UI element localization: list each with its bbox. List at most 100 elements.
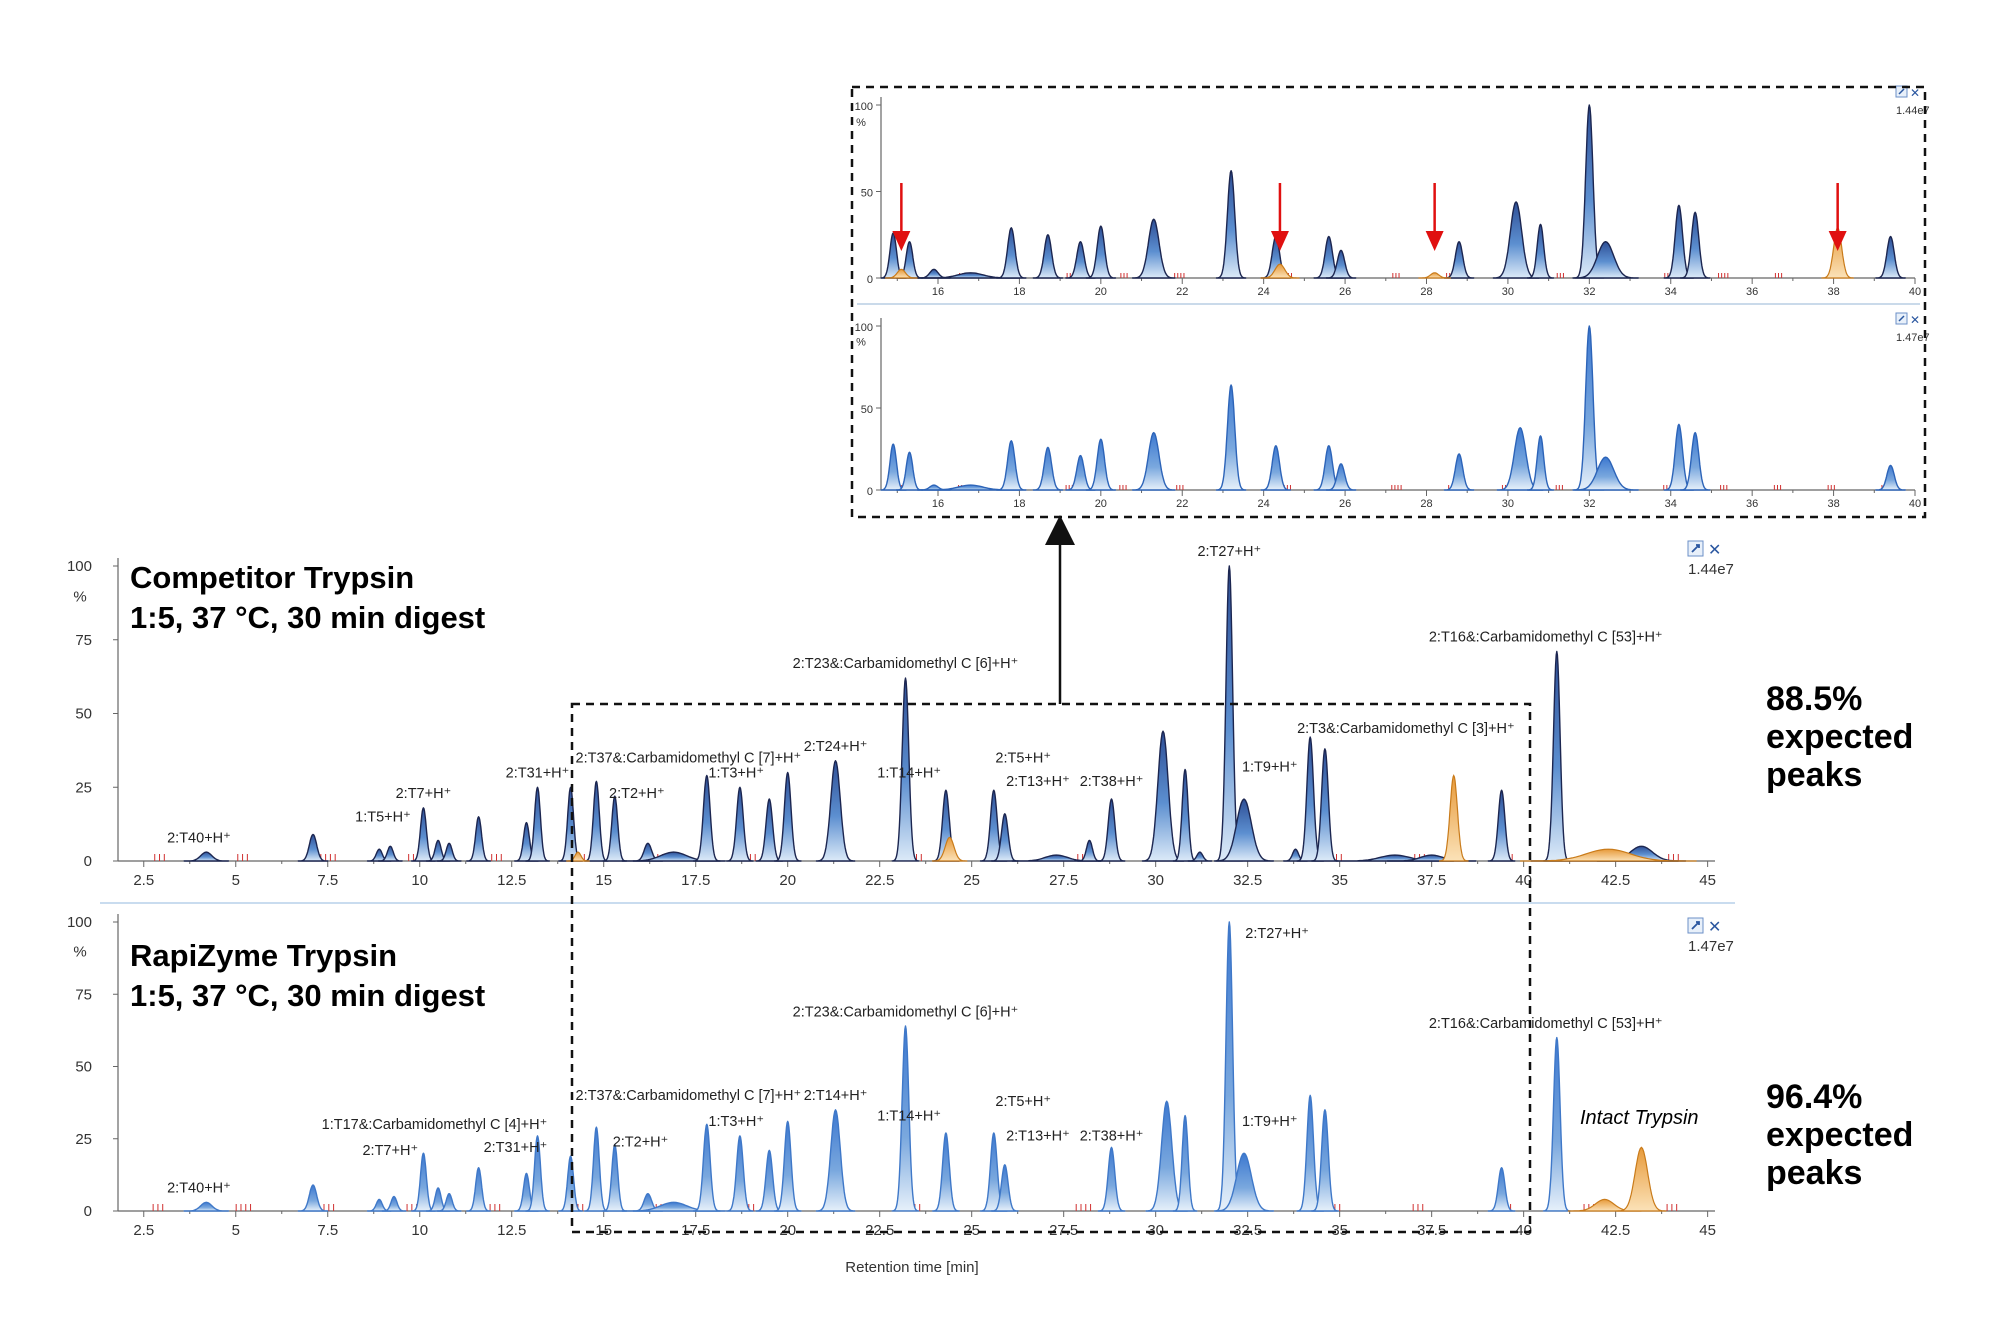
chromatogram-peak bbox=[1131, 218, 1176, 279]
x-tick-label: 18 bbox=[1013, 498, 1025, 510]
zoom2-pin-icon[interactable] bbox=[1895, 312, 1908, 325]
chromatogram-peak bbox=[1065, 241, 1096, 279]
chromatogram-peak bbox=[1443, 453, 1475, 491]
chromatogram-peak bbox=[1172, 1114, 1198, 1212]
x-tick-label: 10 bbox=[411, 1222, 428, 1239]
rapizyme-main-chart: RapiZyme Trypsin 1:5, 37 °C, 30 min dige… bbox=[67, 914, 1913, 1276]
peak-label: 2:T7+H⁺ bbox=[396, 786, 452, 802]
x-tick-label: 30 bbox=[1147, 1222, 1164, 1239]
chromatogram-peak bbox=[990, 1164, 1019, 1212]
chromatogram-peak bbox=[297, 1184, 329, 1212]
competitor-trace-peak bbox=[1418, 272, 1451, 279]
chromatogram-peak bbox=[1172, 768, 1198, 862]
chromatogram-peak bbox=[377, 845, 403, 862]
chromatogram-peak bbox=[755, 798, 784, 862]
x-tick-label: 34 bbox=[1665, 498, 1677, 510]
peak-label: 1:T9+H⁺ bbox=[1242, 1114, 1298, 1130]
competitor-trace-peak bbox=[1438, 774, 1469, 862]
rapizyme-title-line2: 1:5, 37 °C, 30 min digest bbox=[130, 978, 485, 1013]
chromatogram-peak bbox=[1679, 211, 1711, 279]
red-arrow-head bbox=[1828, 231, 1847, 251]
x-tick-label: 25 bbox=[963, 1222, 980, 1239]
x-tick-label: 5 bbox=[232, 1222, 240, 1239]
competitor-pin-icon[interactable] bbox=[1687, 540, 1704, 557]
pin-icon bbox=[1898, 88, 1905, 95]
peak-label: 1:T17&:Carbamidomethyl C [4]+H⁺ bbox=[322, 1117, 548, 1133]
zoom2-close-icon[interactable]: ✕ bbox=[1910, 313, 1920, 327]
chromatogram-peak bbox=[1325, 249, 1357, 279]
chromatogram-peak bbox=[1679, 431, 1711, 491]
x-tick-label: 40 bbox=[1909, 286, 1921, 298]
x-tick-label: 7.5 bbox=[317, 1222, 338, 1239]
chromatogram-peak bbox=[692, 774, 721, 862]
x-tick-label: 30 bbox=[1502, 286, 1514, 298]
x-tick-label: 40 bbox=[1515, 872, 1532, 889]
competitor-trace-peak bbox=[932, 836, 968, 862]
x-tick-label: 32 bbox=[1583, 286, 1595, 298]
zoom1-intensity: 1.44e7 bbox=[1896, 105, 1930, 117]
y-tick-label: 50 bbox=[861, 404, 873, 416]
peak-label: 2:T23&:Carbamidomethyl C [6]+H⁺ bbox=[793, 656, 1019, 672]
chromatogram-peak bbox=[436, 1193, 462, 1212]
chromatogram-peak bbox=[755, 1149, 784, 1212]
chromatogram-peak bbox=[1311, 748, 1339, 862]
y-tick-label: 100 bbox=[855, 322, 873, 334]
chromatogram-peak bbox=[602, 1143, 628, 1212]
peak-label: 2:T16&:Carbamidomethyl C [53]+H⁺ bbox=[1429, 1016, 1663, 1032]
peak-label: 2:T27+H⁺ bbox=[1245, 926, 1309, 942]
y-tick-label: 100 bbox=[67, 914, 92, 931]
peak-label: 2:T38+H⁺ bbox=[1080, 1129, 1144, 1145]
chromatogram-peak bbox=[891, 677, 920, 862]
x-tick-label: 37.5 bbox=[1417, 872, 1446, 889]
rapizyme-intensity: 1.47e7 bbox=[1688, 938, 1734, 955]
rapizyme-pin-icon[interactable] bbox=[1687, 917, 1704, 934]
chromatogram-peak bbox=[815, 1109, 856, 1212]
competitor-close-icon[interactable]: ✕ bbox=[1708, 540, 1721, 559]
rapizyme-close-icon[interactable]: ✕ bbox=[1708, 917, 1721, 936]
chromatogram-peak bbox=[1131, 431, 1176, 491]
peak-label: 1:T5+H⁺ bbox=[355, 810, 411, 826]
chromatogram-peak bbox=[381, 1195, 407, 1212]
x-tick-label: 20 bbox=[779, 872, 796, 889]
x-tick-label: 20 bbox=[1095, 498, 1107, 510]
rapizyme-result-line3: peaks bbox=[1766, 1154, 1862, 1192]
chromatogram-peak bbox=[1032, 234, 1064, 279]
x-tick-label: 20 bbox=[1095, 286, 1107, 298]
peak-label: 1:T14+H⁺ bbox=[877, 765, 941, 781]
x-tick-label: 22 bbox=[1176, 498, 1188, 510]
intact-trypsin-annotation: Intact Trypsin bbox=[1580, 1107, 1699, 1129]
peak-label: 2:T40+H⁺ bbox=[167, 1181, 231, 1197]
pin-icon bbox=[1898, 315, 1905, 322]
x-tick-label: 15 bbox=[595, 1222, 612, 1239]
x-tick-label: 7.5 bbox=[317, 872, 338, 889]
y-tick-label: 25 bbox=[75, 779, 92, 796]
x-tick-label: 26 bbox=[1339, 498, 1351, 510]
chromatogram-peak bbox=[1097, 1146, 1126, 1212]
chromatogram-peak bbox=[1572, 241, 1639, 279]
x-tick-label: 26 bbox=[1339, 286, 1351, 298]
x-tick-label: 30 bbox=[1147, 872, 1164, 889]
x-tick-label: 37.5 bbox=[1417, 1222, 1446, 1239]
chromatogram-peak bbox=[995, 227, 1027, 279]
peak-label: 2:T14+H⁺ bbox=[804, 1088, 868, 1104]
chromatogram-peak bbox=[436, 842, 462, 862]
zoom1-pin-icon[interactable] bbox=[1895, 85, 1908, 98]
chromatogram-peak bbox=[410, 807, 436, 862]
peak-label: 2:T13+H⁺ bbox=[1006, 1129, 1070, 1145]
chromatogram-peak bbox=[1065, 454, 1096, 491]
zoom1-close-icon[interactable]: ✕ bbox=[1910, 86, 1920, 100]
y-axis-label: % bbox=[856, 337, 866, 349]
rapizyme-zoom-chart: 1.47e7 ✕ 0 50 100% 16 18 20 22 24 26 28 30 32 34 36 38… bbox=[855, 312, 1930, 510]
x-tick-label: 32.5 bbox=[1233, 872, 1262, 889]
x-tick-label: 2.5 bbox=[133, 872, 154, 889]
red-arrow-head bbox=[1425, 231, 1444, 251]
x-axis-label: Retention time [min] bbox=[845, 1259, 978, 1276]
chromatogram-peak bbox=[725, 1135, 754, 1212]
competitor-result-line1: 88.5% bbox=[1766, 680, 1862, 718]
peak-label: 1:T3+H⁺ bbox=[708, 765, 764, 781]
chromatogram-peak bbox=[1487, 789, 1516, 862]
chromatogram-peak bbox=[558, 786, 584, 862]
peak-label: 2:T24+H⁺ bbox=[804, 739, 868, 755]
chromatogram-peak bbox=[891, 1025, 920, 1212]
